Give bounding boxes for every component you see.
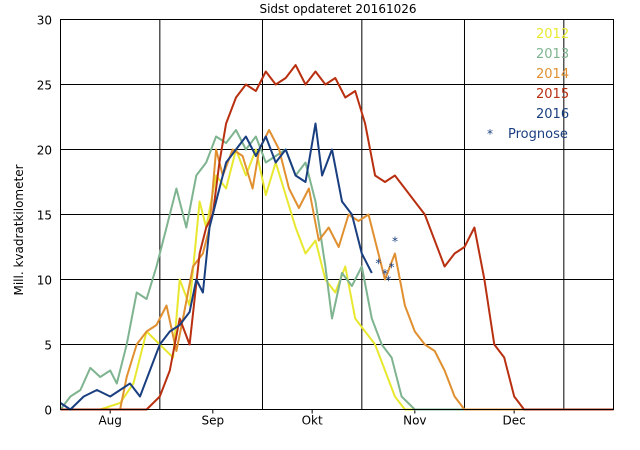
legend-entry-2016: 2016: [536, 107, 569, 122]
prognose-marker: *: [385, 274, 391, 288]
plot-frame: [60, 19, 614, 410]
series-line-2015: [60, 64, 614, 411]
y-tick-label: 5: [44, 339, 52, 353]
y-tick-label: 25: [37, 79, 52, 93]
series-lines: [59, 64, 614, 411]
legend-entry-2015: 2015: [536, 87, 569, 102]
y-tick-label: 15: [37, 209, 52, 223]
series-line-2016: [59, 122, 373, 411]
y-axis-label: Mill. kvadratkilometer: [12, 164, 26, 295]
y-tick-label: 30: [37, 14, 52, 28]
series-line-2014: [60, 129, 614, 411]
x-tick-label: Sep: [202, 414, 225, 428]
legend-entry-2014: 2014: [536, 67, 569, 82]
tick-labels: 0 5 10 15 20 25 30 Aug Sep Okt Nov Dec: [37, 14, 526, 428]
y-tick-label: 10: [37, 274, 52, 288]
x-tick-label: Aug: [98, 414, 121, 428]
legend: 2012 2013 2014 2015 2016 * Prognose: [487, 27, 569, 142]
prognose-marker: *: [389, 261, 395, 275]
prognose-marker: *: [392, 235, 398, 249]
series-line-2013: [59, 129, 614, 411]
series-line-2012: [60, 148, 614, 411]
prognose-marker: *: [382, 267, 388, 281]
legend-entry-2013: 2013: [536, 47, 569, 62]
prognose-markers: *****: [375, 235, 398, 288]
x-tick-label: Nov: [403, 414, 426, 428]
x-tick-label: Okt: [302, 414, 323, 428]
chart-title: Sidst opdateret 20161026: [259, 2, 416, 16]
legend-entry-2012: 2012: [536, 27, 569, 42]
y-tick-label: 20: [37, 144, 52, 158]
x-tick-label: Dec: [503, 414, 526, 428]
prognose-marker: *: [375, 257, 381, 271]
y-tick-label: 0: [44, 404, 52, 418]
legend-entry-prognose: Prognose: [508, 127, 568, 142]
legend-prognose-marker: *: [487, 127, 493, 141]
